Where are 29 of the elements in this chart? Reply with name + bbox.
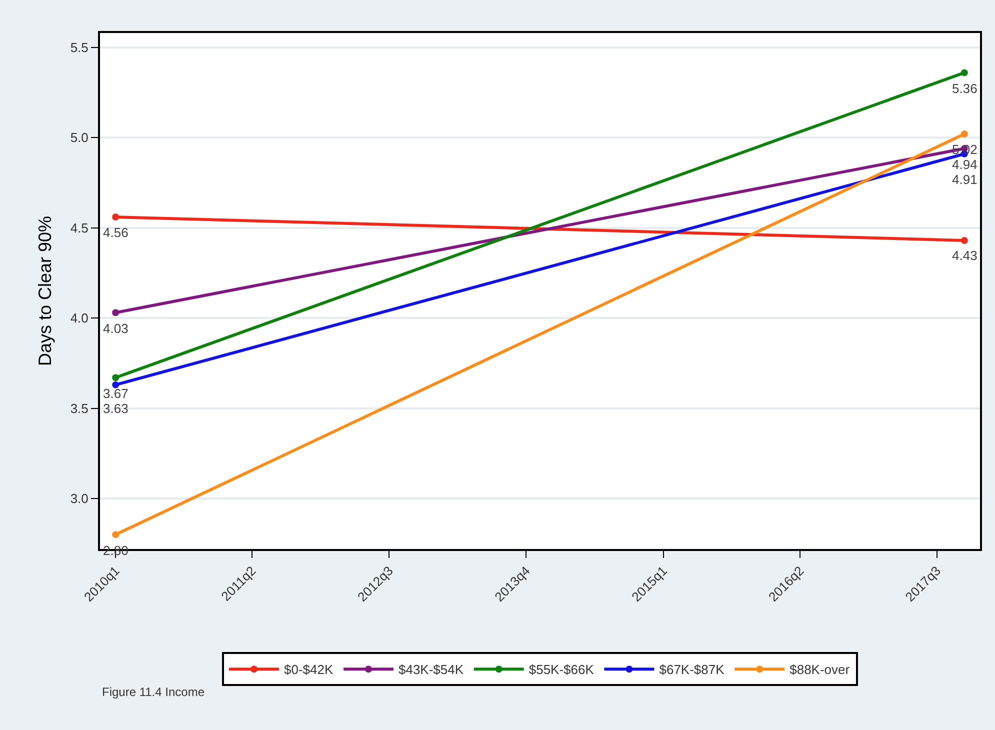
point xyxy=(112,214,120,221)
legend-label: $43K-$54K xyxy=(398,662,464,678)
y-tick-label: 3.0 xyxy=(70,491,88,506)
data-label: 3.63 xyxy=(103,401,128,416)
point xyxy=(112,531,120,538)
point xyxy=(112,309,120,316)
point xyxy=(960,236,968,244)
y-tick-label: 4.0 xyxy=(70,310,88,326)
point xyxy=(960,69,968,76)
data-label: 4.56 xyxy=(103,225,128,240)
y-tick-label: 5.5 xyxy=(70,40,88,55)
legend-label: $88K-over xyxy=(790,662,850,678)
y-tick-label: 4.5 xyxy=(70,220,88,236)
point xyxy=(960,130,968,138)
legend-label: $55K-$66K xyxy=(528,662,594,678)
data-label: 5.36 xyxy=(952,81,978,96)
data-label: 4.03 xyxy=(103,321,128,336)
legend-label: $67K-$87K xyxy=(659,662,725,678)
legend-label: $0-$42K xyxy=(284,662,334,678)
y-tick-label: 3.5 xyxy=(70,400,88,416)
point xyxy=(112,381,120,388)
y-axis-title: Days to Clear 90% xyxy=(35,216,56,366)
data-label: 3.67 xyxy=(103,386,128,401)
y-tick-label: 5.0 xyxy=(70,130,88,146)
point xyxy=(112,374,120,382)
caption: Figure 11.4 Income xyxy=(102,685,205,699)
data-label: 4.43 xyxy=(952,248,978,263)
data-label: 4.91 xyxy=(952,172,978,187)
data-label: 4.94 xyxy=(952,157,978,172)
